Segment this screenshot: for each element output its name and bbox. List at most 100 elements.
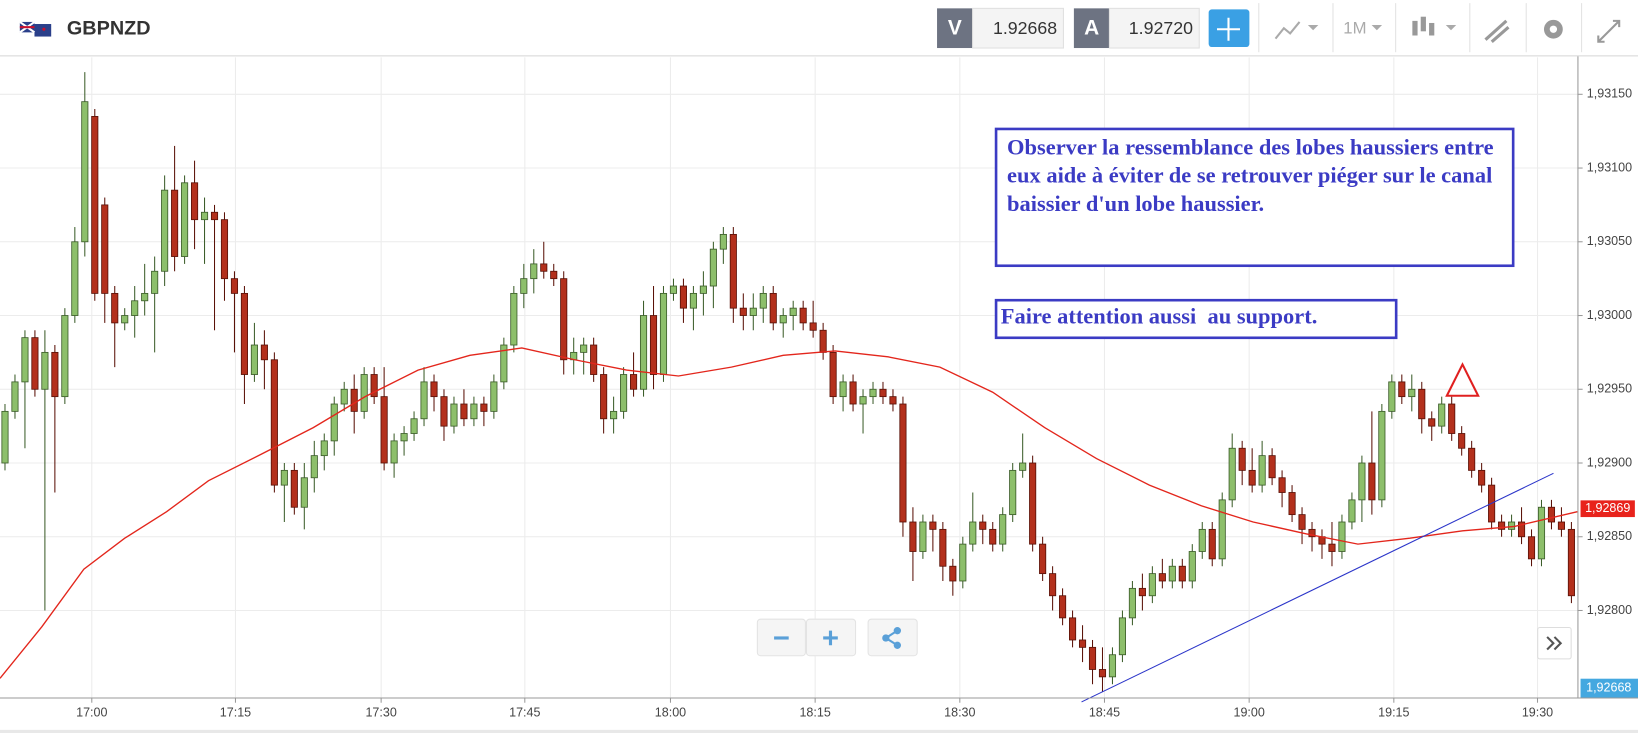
candle-body — [669, 285, 678, 294]
candle-body — [639, 315, 648, 390]
candle-body — [420, 381, 428, 420]
candle-body — [320, 440, 328, 457]
timeframe[interactable]: 1M — [1343, 19, 1366, 38]
sell-price: 1.92668 — [993, 18, 1057, 38]
y-tick-label: 1,93100 — [1587, 160, 1632, 174]
candle-body — [200, 211, 209, 221]
candle-body — [1418, 388, 1426, 420]
candle-body — [610, 410, 618, 420]
share-button[interactable] — [867, 618, 918, 657]
buy-button[interactable] — [1073, 8, 1110, 49]
candle-icon[interactable] — [1412, 16, 1435, 36]
x-tick-label: 19:00 — [1233, 705, 1264, 719]
x-tick-label: 18:45 — [1089, 705, 1120, 719]
candle-body — [490, 381, 498, 412]
candle-body — [1348, 499, 1356, 523]
x-tick-label: 18:15 — [799, 705, 830, 719]
candle-body — [939, 528, 947, 567]
x-tick-label: 18:00 — [655, 705, 686, 719]
x-tick-label: 17:45 — [509, 705, 540, 719]
candle-body — [879, 388, 887, 398]
candle-body — [1358, 462, 1366, 501]
toolbar — [0, 0, 1638, 56]
buy-price-box[interactable] — [1108, 7, 1200, 49]
candle-body — [1328, 543, 1336, 552]
candle-body — [21, 337, 29, 383]
y-tick-label: 1,93050 — [1587, 234, 1632, 248]
candle-body — [979, 521, 987, 530]
y-tick-label: 1,92900 — [1587, 455, 1632, 469]
candle-body — [899, 403, 907, 523]
y-tick-label: 1,92950 — [1587, 382, 1632, 396]
candle-body — [51, 351, 59, 398]
candle-body — [600, 374, 608, 420]
warning-triangle — [1445, 362, 1480, 397]
last-price-tag — [1580, 500, 1635, 518]
candle-body — [1557, 521, 1565, 530]
candle-body — [869, 388, 877, 398]
candle-body — [1059, 595, 1067, 619]
candle-body — [729, 233, 737, 309]
fullscreen-icon[interactable] — [1597, 19, 1621, 43]
candle-body — [1019, 462, 1027, 471]
dropdown-arrow — [1371, 25, 1383, 31]
candle-body — [430, 381, 438, 398]
candle-body — [659, 292, 668, 375]
draw-icon[interactable] — [1484, 19, 1510, 43]
candle-body — [1398, 381, 1406, 398]
note-box — [994, 127, 1515, 268]
x-tick-label: 19:30 — [1522, 705, 1553, 719]
x-tick-label: 17:30 — [365, 705, 396, 719]
note-text: Faire attention aussi au support. — [1000, 303, 1318, 329]
candle-body — [1218, 499, 1226, 560]
candle-body — [41, 351, 49, 390]
candle-body — [390, 440, 398, 464]
sell-price-box[interactable] — [972, 7, 1064, 49]
candle-body — [1378, 410, 1386, 501]
candle-body — [819, 329, 827, 353]
share-icon — [882, 627, 902, 649]
candle-body — [260, 344, 268, 361]
plot-area: 1,93150 1,93100 1,93050 1,93000 1,92950 1,929… — [0, 57, 1632, 719]
price-marker-tag — [1580, 678, 1638, 698]
candle-body — [350, 388, 358, 412]
sell-button[interactable] — [937, 8, 973, 49]
candle-body — [779, 315, 787, 324]
candle-body — [290, 469, 298, 508]
candle-body — [240, 292, 248, 375]
candle-body — [550, 270, 558, 280]
candle-body — [1248, 469, 1256, 486]
candle-body — [1148, 573, 1156, 597]
candle-body — [360, 374, 368, 412]
candle-body — [649, 315, 658, 375]
candle-body — [839, 381, 847, 398]
candle-body — [1408, 388, 1416, 398]
note-text: Observer la ressemblance des lobes hauss… — [1007, 134, 1500, 217]
note-box — [994, 298, 1398, 340]
candle-body — [330, 403, 338, 442]
candle-body — [1198, 528, 1206, 552]
buy-price: 1.92720 — [1129, 18, 1193, 38]
candle-body — [210, 211, 219, 221]
candle-body — [410, 418, 418, 434]
candle-body — [999, 514, 1007, 545]
candle-body — [1388, 381, 1396, 412]
candle-body — [679, 285, 687, 309]
candle-body — [1128, 587, 1136, 619]
candle-body — [1168, 565, 1176, 582]
candle-body — [131, 300, 139, 316]
candle-body — [71, 241, 79, 316]
candle-body — [959, 543, 967, 582]
candle-body — [380, 396, 388, 464]
note-wrap: Observer la ressemblance des lobes hauss… — [1007, 134, 1500, 217]
chart-type-icon[interactable] — [1274, 21, 1301, 40]
candle-body — [1108, 654, 1117, 678]
candle-body — [1009, 469, 1017, 516]
trend-line — [1081, 472, 1554, 703]
candle-body — [1517, 521, 1526, 538]
candle-body — [1508, 521, 1516, 530]
candle-body — [111, 292, 119, 324]
candle-body — [1088, 646, 1097, 670]
plus-icon — [823, 630, 838, 646]
